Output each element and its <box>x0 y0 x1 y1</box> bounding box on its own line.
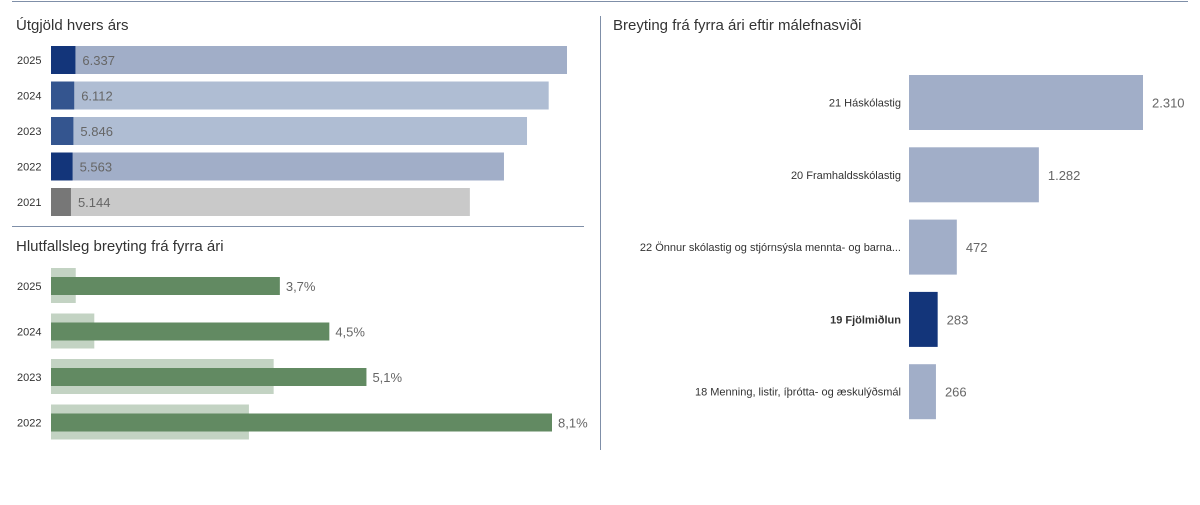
change-bar <box>51 413 552 432</box>
expense-bar <box>51 46 567 74</box>
change-value-label: 4,5% <box>335 325 365 340</box>
category-bar <box>909 291 938 347</box>
top-divider <box>12 1 1188 2</box>
year-label: 2025 <box>17 55 41 67</box>
category-bar <box>909 75 1143 130</box>
category-label: 22 Önnur skólastig og stjórnsýsla mennta… <box>640 242 901 254</box>
change-bar <box>51 322 330 341</box>
year-label: 2023 <box>17 126 41 138</box>
expense-highlight-bar <box>51 188 71 216</box>
category-value-label: 266 <box>945 385 967 400</box>
year-label: 2023 <box>17 372 41 384</box>
category-bar <box>909 364 936 420</box>
expense-bar <box>51 117 528 145</box>
category-chart-title: Breyting frá fyrra ári eftir málefnasvið… <box>613 17 862 34</box>
category-label: 21 Háskólastig <box>829 98 901 110</box>
change-bar <box>51 277 280 295</box>
year-label: 2024 <box>17 91 41 103</box>
year-label: 2025 <box>17 281 41 293</box>
category-label: 20 Framhaldsskólastig <box>791 170 901 182</box>
left-divider <box>12 226 584 227</box>
year-label: 2022 <box>17 418 41 430</box>
change-chart-title: Hlutfallsleg breyting frá fyrra ári <box>16 238 224 255</box>
change-value-label: 5,1% <box>372 370 402 385</box>
category-value-label: 472 <box>966 240 988 255</box>
expense-highlight-bar <box>51 81 75 110</box>
expense-bar <box>51 81 549 110</box>
expense-value-label: 5.563 <box>80 160 113 175</box>
category-value-label: 2.310 <box>1152 96 1185 111</box>
category-value-label: 283 <box>947 312 969 327</box>
vertical-divider <box>600 16 601 450</box>
year-label: 2022 <box>17 162 41 174</box>
expense-bar <box>51 188 470 216</box>
category-bar <box>909 147 1039 203</box>
expense-value-label: 6.112 <box>81 89 113 104</box>
change-value-label: 8,1% <box>558 416 588 431</box>
category-value-label: 1.282 <box>1048 168 1081 183</box>
category-label: 18 Menning, listir, íþrótta- og æskulýðs… <box>695 387 901 399</box>
change-bar <box>51 368 367 386</box>
expenses-chart-title: Útgjöld hvers árs <box>16 17 129 34</box>
category-label: 19 Fjölmiðlun <box>830 314 901 326</box>
year-label: 2024 <box>17 327 41 339</box>
expense-highlight-bar <box>51 152 73 181</box>
expense-bar <box>51 152 504 181</box>
expense-highlight-bar <box>51 46 76 74</box>
change-value-label: 3,7% <box>286 279 316 294</box>
expense-value-label: 5.144 <box>78 195 111 210</box>
year-label: 2021 <box>17 197 41 209</box>
expense-value-label: 6.337 <box>82 53 115 68</box>
expense-highlight-bar <box>51 117 74 145</box>
category-bar <box>909 219 957 275</box>
expense-value-label: 5.846 <box>80 124 113 139</box>
